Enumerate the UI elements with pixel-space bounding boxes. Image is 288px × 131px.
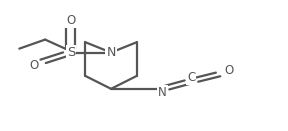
Text: O: O	[29, 59, 38, 72]
Text: O: O	[224, 64, 233, 77]
Text: O: O	[66, 14, 75, 27]
Text: S: S	[67, 46, 75, 59]
Text: N: N	[106, 46, 116, 59]
Text: C: C	[187, 71, 196, 84]
Text: N: N	[158, 86, 167, 99]
